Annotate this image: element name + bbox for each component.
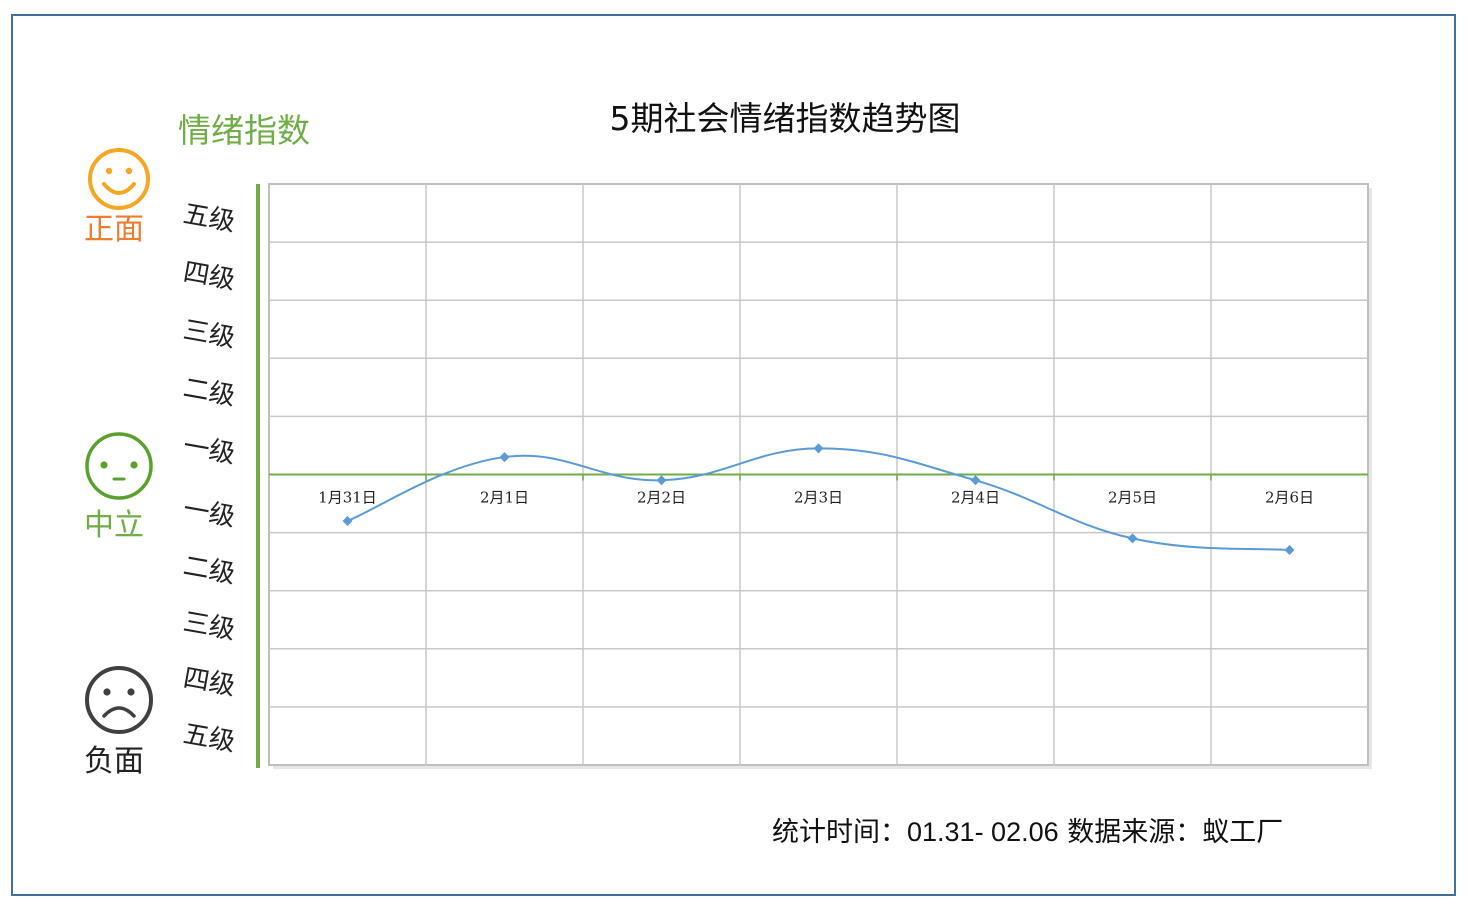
time-range: 01.31- 02.06 <box>907 817 1059 847</box>
x-tick-label: 2月6日 <box>1265 489 1314 507</box>
data-point <box>499 452 510 463</box>
sad-face-icon <box>85 666 153 734</box>
y-axis-title: 情绪指数 <box>178 111 310 150</box>
x-tick-label: 2月4日 <box>951 489 1000 507</box>
data-point <box>656 475 667 486</box>
chart-frame <box>11 14 1456 896</box>
data-point <box>342 515 353 526</box>
footer: 统计时间：01.31- 02.06 数据来源：蚁工厂 <box>772 810 1283 849</box>
data-point <box>1127 533 1138 544</box>
x-tick-label: 2月5日 <box>1108 489 1157 507</box>
negative-label: 负面 <box>84 744 144 779</box>
data-point <box>970 475 981 486</box>
x-tick-label: 1月31日 <box>318 489 377 507</box>
source-label: 数据来源： <box>1058 817 1203 848</box>
source-value: 蚁工厂 <box>1202 817 1284 848</box>
data-point <box>813 443 824 454</box>
x-tick-label: 2月2日 <box>637 489 686 507</box>
data-point <box>1284 545 1295 556</box>
x-tick-label: 2月3日 <box>794 489 843 507</box>
x-tick-label: 2月1日 <box>480 489 529 507</box>
neutral-face-icon <box>85 432 153 500</box>
positive-label: 正面 <box>84 212 144 247</box>
smiley-face-icon <box>88 148 150 210</box>
chart-title: 5期社会情绪指数趋势图 <box>609 99 961 138</box>
time-label: 统计时间： <box>772 817 907 848</box>
neutral-label: 中立 <box>84 508 144 543</box>
